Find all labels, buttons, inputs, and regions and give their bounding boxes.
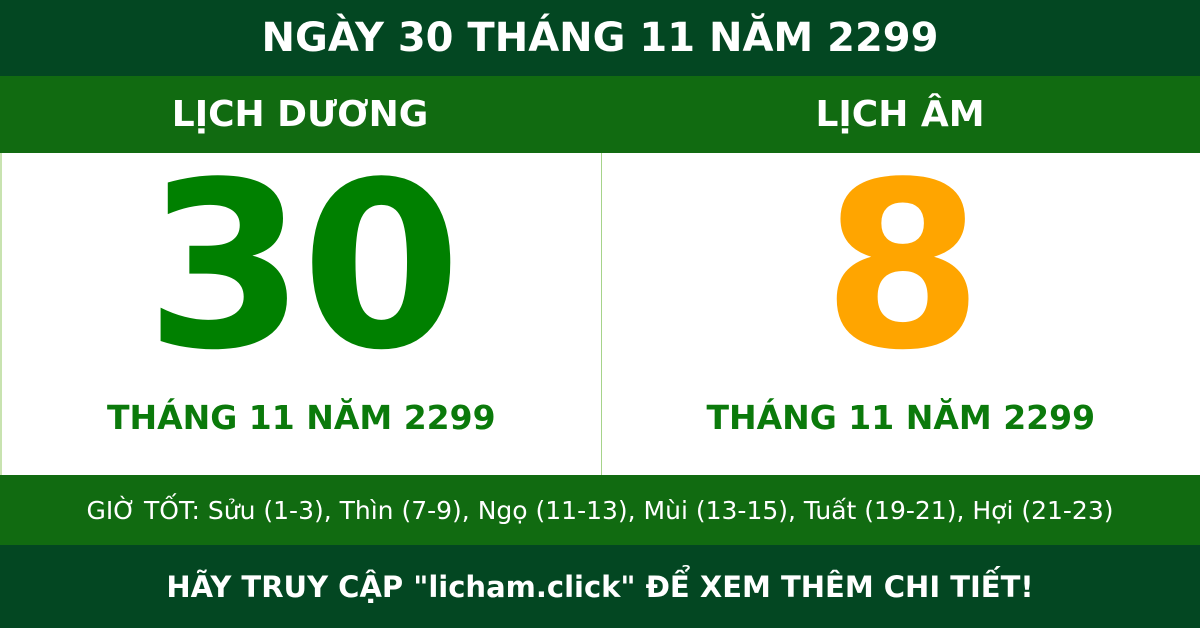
lunar-heading: LỊCH ÂM [815,94,985,135]
page-title: NGÀY 30 THÁNG 11 NĂM 2299 [0,0,1200,76]
calendar-headers: LỊCH DƯƠNG LỊCH ÂM [0,76,1200,153]
solar-day: 30 [145,134,461,401]
lunar-column: 8 THÁNG 11 NĂM 2299 [602,153,1200,475]
calendar-body: 30 THÁNG 11 NĂM 2299 8 THÁNG 11 NĂM 2299 [0,153,1200,475]
lunar-month-year: THÁNG 11 NĂM 2299 [706,398,1096,437]
solar-column: 30 THÁNG 11 NĂM 2299 [0,153,602,475]
footer-cta: HÃY TRUY CẬP "licham.click" ĐỂ XEM THÊM … [0,545,1200,628]
solar-heading: LỊCH DƯƠNG [171,94,429,135]
good-hours: GIỜ TỐT: Sửu (1-3), Thìn (7-9), Ngọ (11-… [0,475,1200,545]
lunar-day: 8 [822,134,983,401]
solar-month-year: THÁNG 11 NĂM 2299 [106,398,496,437]
